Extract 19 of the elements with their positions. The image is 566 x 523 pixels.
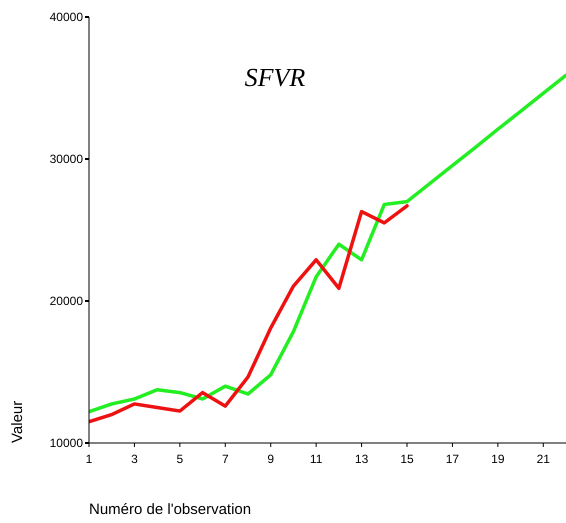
x-tick-label: 19 [491, 452, 505, 466]
y-axis-title: Valeur [9, 400, 26, 443]
y-tick-label: 20000 [50, 294, 84, 308]
x-tick-label: 9 [267, 452, 274, 466]
y-tick-label: 30000 [50, 152, 84, 166]
x-tick-label: 13 [354, 452, 369, 466]
x-tick-label: 11 [310, 452, 323, 466]
x-tick-label: 21 [536, 452, 550, 466]
x-tick-label: 17 [446, 452, 460, 466]
x-tick-label: 5 [176, 452, 184, 466]
x-axis-title: Numéro de l'observation [89, 501, 252, 518]
y-tick-label: 40000 [50, 10, 84, 24]
x-tick-label: 15 [400, 452, 414, 466]
x-tick-label: 1 [86, 452, 93, 466]
y-tick-label: 10000 [50, 436, 84, 450]
x-tick-label: 3 [131, 452, 138, 466]
text: SFVR [244, 63, 306, 92]
line-series [89, 204, 409, 424]
x-tick-label: 7 [222, 452, 229, 466]
